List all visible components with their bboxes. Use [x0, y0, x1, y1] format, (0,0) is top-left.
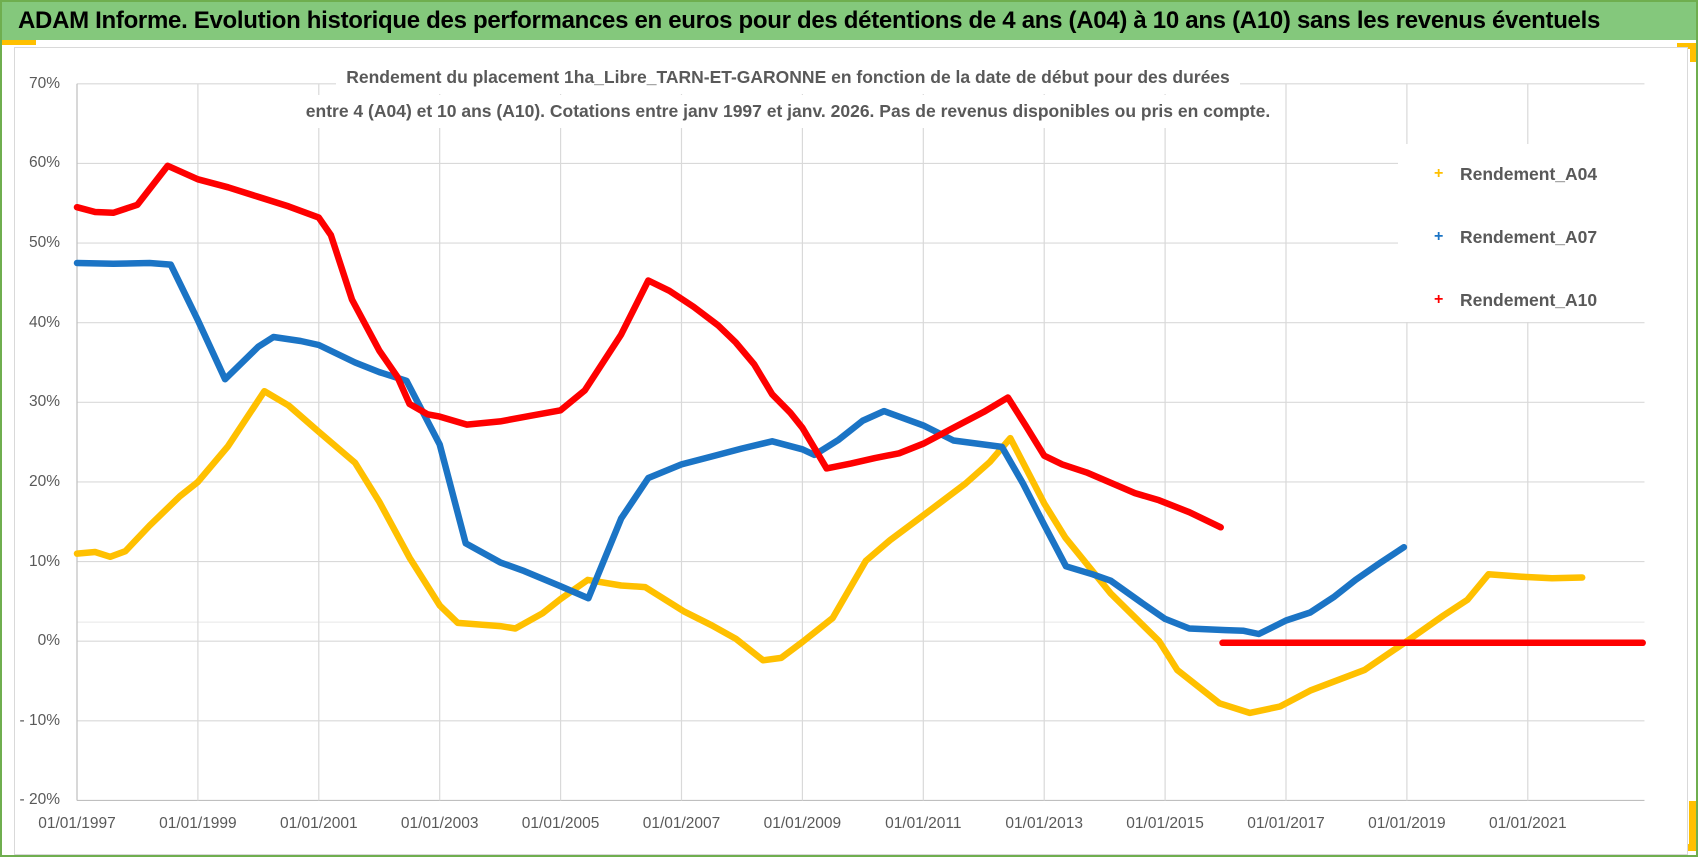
y-tick-label: 60%: [28, 154, 60, 172]
y-tick-label: 50%: [28, 234, 60, 252]
gold-corner-top-right-accent: [1690, 43, 1696, 62]
legend-item-label: Rendement_A04: [1460, 163, 1598, 184]
chart-title: Rendement du placement 1ha_Libre_TARN-ET…: [288, 61, 1288, 129]
y-tick-label: - 20%: [19, 791, 61, 809]
x-tick-label: 01/01/2019: [1368, 815, 1446, 832]
legend-item-label: Rendement_A07: [1460, 226, 1598, 247]
plus-marker-icon: +: [1434, 291, 1444, 308]
x-tick-label: 01/01/1999: [159, 815, 237, 832]
y-tick-label: 0%: [37, 632, 60, 650]
x-tick-label: 01/01/1997: [38, 815, 116, 832]
y-tick-label: - 10%: [19, 711, 61, 729]
chart-title-line1: Rendement du placement 1ha_Libre_TARN-ET…: [336, 61, 1240, 94]
x-tick-label: 01/01/2005: [521, 815, 600, 832]
header-bar: ADAM Informe. Evolution historique des p…: [2, 2, 1696, 40]
y-tick-label: 30%: [28, 393, 60, 411]
legend-item-label: Rendement_A10: [1460, 289, 1598, 310]
legend-item-rendement-a10: + Rendement_A10: [1398, 284, 1650, 316]
x-tick-label: 01/01/2011: [885, 815, 962, 832]
x-tick-label: 01/01/2013: [1005, 815, 1083, 832]
y-tick-label: 40%: [28, 313, 60, 331]
x-tick-label: 01/01/2015: [1126, 815, 1204, 832]
y-tick-label: 70%: [28, 74, 60, 92]
x-tick-label: 01/01/2001: [280, 815, 358, 832]
x-tick-label: 01/01/2007: [642, 815, 721, 832]
gold-dash-accent: [2, 40, 36, 45]
gold-corner-bottom-right-accent: [1689, 801, 1696, 851]
y-tick-label: 10%: [28, 552, 60, 570]
gold-corner-top-right-accent: [1677, 43, 1696, 49]
chart-title-line2: entre 4 (A04) et 10 ans (A10). Cotations…: [295, 95, 1281, 128]
legend-item-rendement-a04: + Rendement_A04: [1398, 158, 1650, 190]
legend: + Rendement_A04 + Rendement_A07 + Rendem…: [1398, 144, 1650, 322]
x-tick-label: 01/01/2017: [1247, 815, 1325, 832]
legend-item-rendement-a07: + Rendement_A07: [1398, 221, 1650, 253]
plus-marker-icon: +: [1434, 165, 1444, 182]
y-tick-label: 20%: [28, 472, 60, 490]
x-tick-label: 01/01/2021: [1489, 815, 1567, 832]
header-title: ADAM Informe. Evolution historique des p…: [18, 7, 1601, 34]
x-tick-label: 01/01/2009: [763, 815, 842, 832]
plus-marker-icon: +: [1434, 228, 1444, 245]
x-tick-label: 01/01/2003: [400, 815, 479, 832]
